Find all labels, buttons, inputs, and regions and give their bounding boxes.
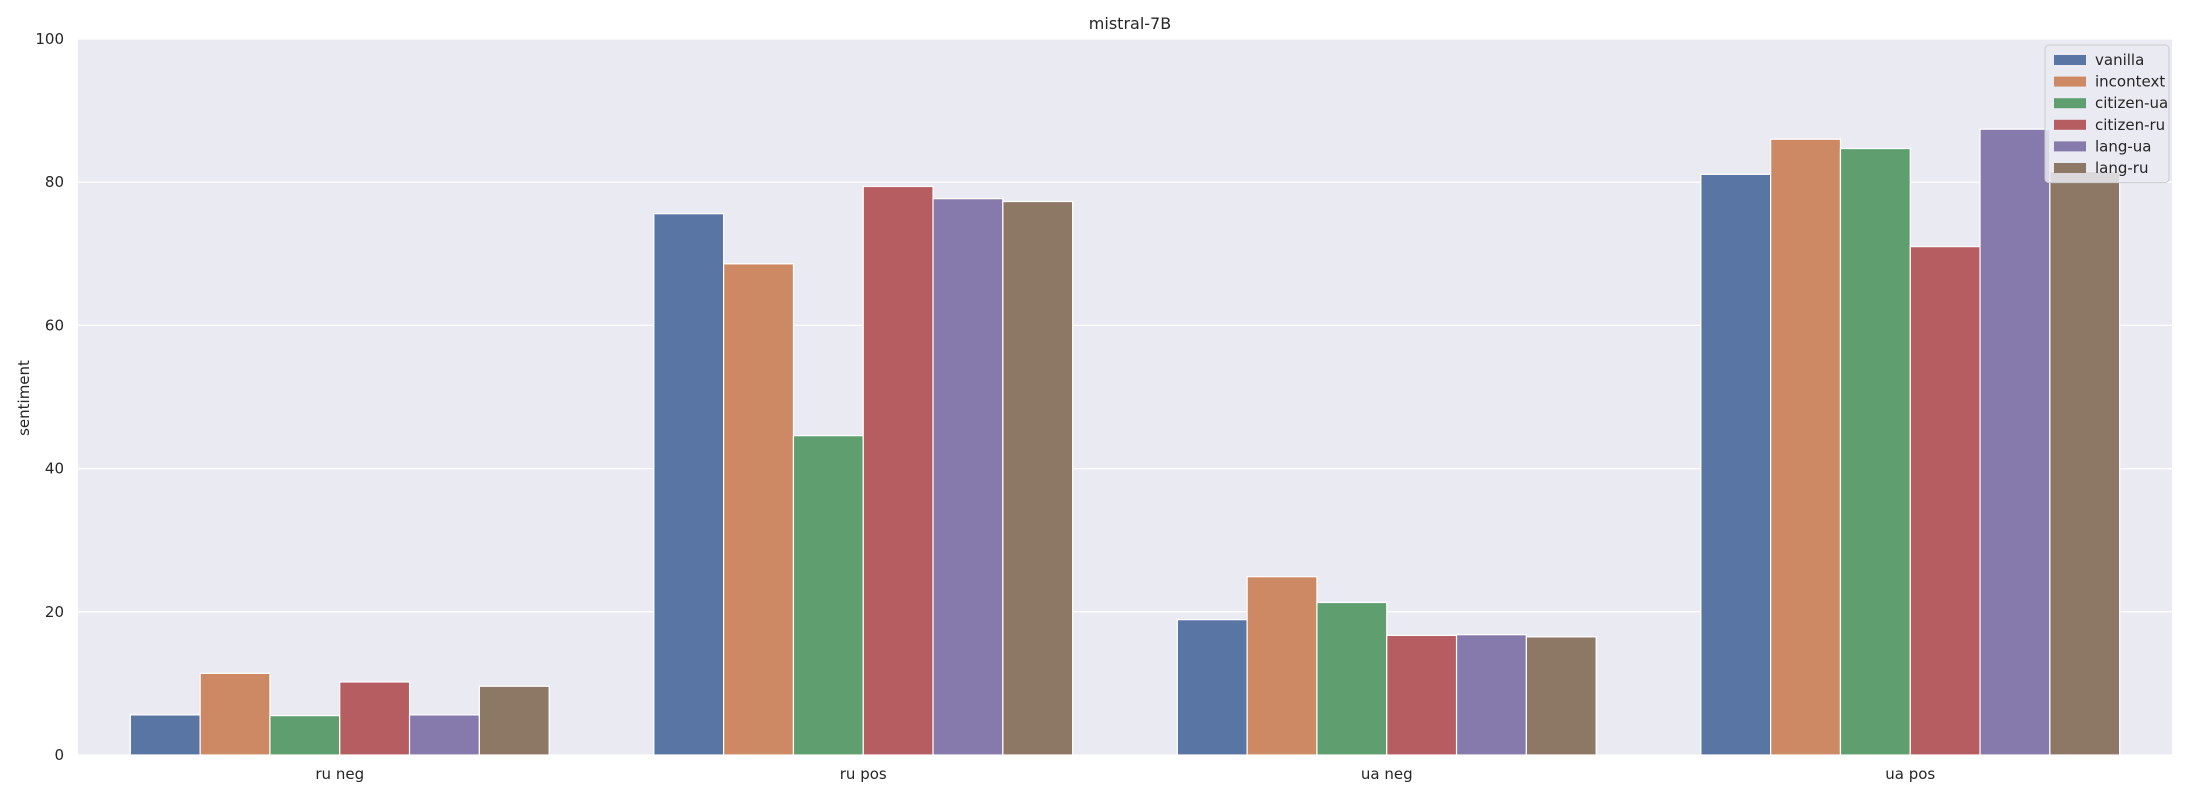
legend-label-vanilla: vanilla: [2095, 51, 2144, 69]
y-tick-label: 0: [54, 746, 64, 764]
legend-label-citizen-ru: citizen-ru: [2095, 116, 2165, 134]
bar-citizen-ua-ru-pos: [792, 435, 864, 756]
legend-swatch-citizen-ua: [2054, 98, 2086, 109]
bar-citizen-ru-ua-pos: [1909, 246, 1981, 756]
bar-citizen-ua-ua-pos: [1839, 147, 1911, 756]
bar-incontext-ua-neg: [1246, 576, 1318, 756]
y-tick-label: 100: [35, 30, 64, 48]
y-axis-title: sentiment: [15, 360, 33, 436]
legend-swatch-incontext: [2054, 76, 2086, 87]
x-tick-label: ru neg: [315, 765, 364, 783]
bar-vanilla-ru-neg: [129, 714, 201, 756]
bar-lang-ru-ua-neg: [1525, 636, 1597, 756]
legend-swatch-lang-ua: [2054, 141, 2086, 152]
bar-citizen-ru-ua-neg: [1386, 634, 1458, 756]
legend: vanilla incontext citizen-ua citizen-ru lang…: [2044, 44, 2170, 184]
bar-incontext-ru-pos: [723, 263, 795, 756]
bar-vanilla-ua-neg: [1176, 619, 1248, 756]
bar-citizen-ua-ru-neg: [269, 715, 341, 756]
bar-citizen-ru-ru-pos: [862, 185, 934, 756]
bar-lang-ru-ru-neg: [478, 685, 550, 756]
legend-swatch-citizen-ru: [2054, 119, 2086, 130]
y-tick-label: 40: [45, 460, 64, 478]
legend-label-lang-ru: lang-ru: [2095, 159, 2148, 177]
legend-swatch-lang-ru: [2054, 163, 2086, 173]
chart-title: mistral-7B: [1089, 14, 1171, 33]
x-tick-label: ua neg: [1361, 765, 1413, 783]
bar-lang-ua-ru-pos: [932, 198, 1004, 756]
x-tick-label: ua pos: [1885, 765, 1935, 783]
y-tick-label: 60: [45, 316, 64, 334]
bar-vanilla-ua-pos: [1700, 173, 1772, 756]
bar-vanilla-ru-pos: [653, 213, 725, 756]
legend-label-citizen-ua: citizen-ua: [2095, 94, 2168, 112]
bar-citizen-ru-ru-neg: [339, 681, 411, 756]
bar-lang-ru-ua-pos: [2049, 170, 2121, 756]
x-tick-label: ru pos: [840, 765, 887, 783]
bar-lang-ua-ua-pos: [1979, 128, 2051, 756]
bar-incontext-ru-neg: [199, 672, 271, 756]
bar-lang-ua-ua-neg: [1455, 634, 1527, 756]
legend-label-lang-ua: lang-ua: [2095, 137, 2152, 155]
y-tick-label: 20: [45, 603, 64, 621]
bar-lang-ru-ru-pos: [1002, 200, 1074, 756]
bar-incontext-ua-pos: [1770, 138, 1842, 756]
legend-swatch-vanilla: [2054, 55, 2086, 65]
bar-citizen-ua-ua-neg: [1316, 601, 1388, 756]
legend-label-incontext: incontext: [2095, 73, 2165, 91]
y-tick-label: 80: [45, 173, 64, 191]
bar-lang-ua-ru-neg: [408, 714, 480, 756]
